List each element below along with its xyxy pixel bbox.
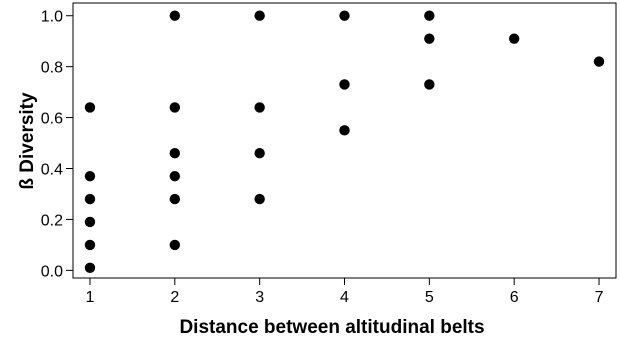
y-tick-label: 0.4 (41, 162, 63, 179)
data-point (339, 10, 350, 21)
data-point (169, 170, 181, 182)
x-tick-label: 1 (86, 289, 95, 306)
data-point (84, 193, 96, 205)
data-point (169, 102, 181, 113)
data-point (169, 193, 181, 205)
x-tick-label: 6 (510, 289, 519, 306)
data-point (169, 239, 181, 251)
plot-area (72, 2, 617, 279)
x-tick-label: 4 (340, 289, 349, 306)
plot-frame (72, 2, 617, 279)
y-tick-label: 1.0 (41, 9, 63, 26)
data-point (424, 10, 435, 21)
y-axis-ticks: 0.0 0.2 0.4 0.6 0.8 1.0 (41, 9, 73, 280)
data-point (84, 102, 96, 113)
data-point (424, 33, 435, 44)
data-point (84, 239, 96, 251)
data-point (508, 33, 520, 44)
y-tick-label: 0.6 (41, 111, 63, 128)
x-axis-ticks: 1 2 3 4 5 6 7 (86, 278, 604, 306)
data-point (254, 102, 265, 113)
y-axis-title: ß Diversity (17, 92, 38, 190)
data-point (254, 10, 265, 21)
data-point (593, 56, 605, 67)
data-point (424, 79, 435, 90)
y-tick-label: 0.0 (41, 263, 63, 280)
y-tick-label: 0.2 (41, 212, 63, 229)
data-points (84, 10, 605, 274)
data-point (169, 148, 181, 159)
x-tick-label: 5 (425, 289, 434, 306)
y-tick-label: 0.8 (41, 60, 63, 77)
x-axis-title: Distance between altitudinal belts (179, 317, 484, 337)
x-tick-label: 7 (595, 289, 604, 306)
data-point (84, 170, 96, 182)
data-point (339, 125, 350, 136)
data-point (254, 193, 265, 205)
data-point (84, 216, 96, 228)
data-point (339, 79, 350, 90)
data-point (84, 262, 96, 274)
data-point (169, 10, 181, 21)
x-tick-label: 3 (255, 289, 264, 306)
x-tick-label: 2 (170, 289, 179, 306)
data-point (254, 148, 265, 159)
